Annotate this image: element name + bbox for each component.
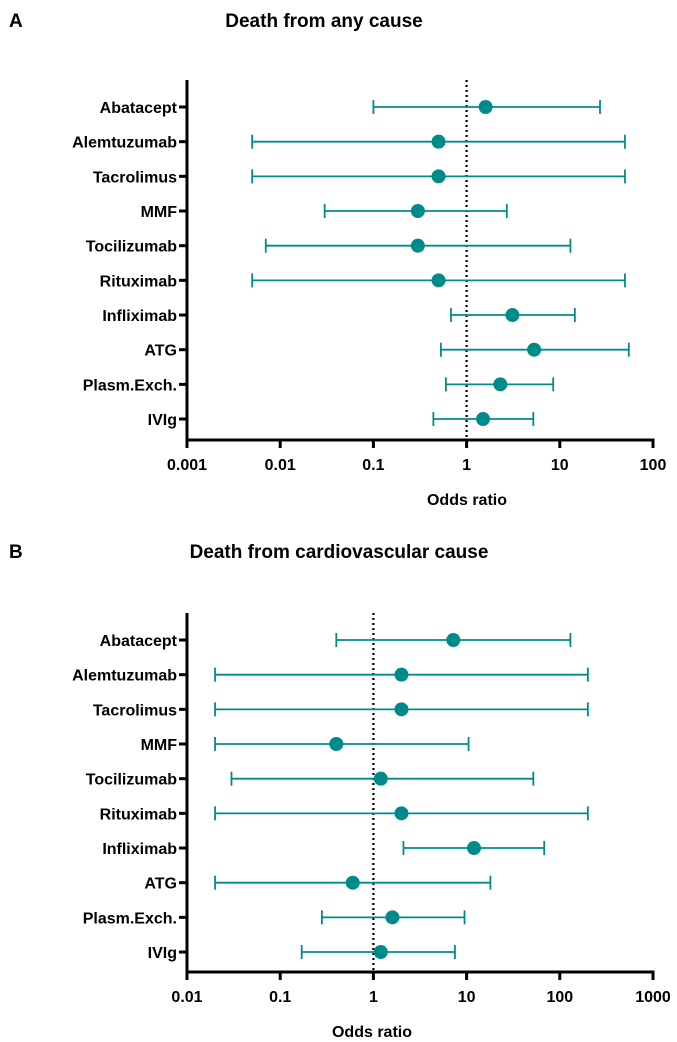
- panel-a-point-estimate: [493, 377, 508, 392]
- panel-b-title: Death from cardiovascular cause: [190, 542, 489, 563]
- panel-a-point-estimate: [476, 412, 491, 427]
- panel-b-point-estimate: [329, 737, 344, 752]
- panel-b-category-label: Tocilizumab: [86, 772, 177, 789]
- panel-a-point-estimate: [431, 273, 446, 288]
- panel-b: B Death from cardiovascular cause Odds r…: [9, 542, 671, 1041]
- panel-a-x-axis-label: Odds ratio: [427, 492, 507, 509]
- panel-a-point-estimate: [527, 342, 542, 357]
- panel-a-category-label: ATG: [144, 343, 177, 360]
- panel-a-category-label: Abatacept: [100, 100, 178, 117]
- panel-a-category-label: Plasm.Exch.: [83, 377, 177, 394]
- panel-b-category-label: ATG: [144, 876, 177, 893]
- panel-a-point-estimate: [505, 308, 520, 323]
- panel-b-x-tick-label: 1: [369, 989, 378, 1006]
- panel-b-x-tick-label: 1000: [635, 989, 671, 1006]
- panel-a-category-label: Alemtuzumab: [72, 135, 177, 152]
- panel-a-x-tick-label: 0.1: [362, 457, 384, 474]
- panel-b-category-label: IVIg: [148, 945, 177, 962]
- panel-a-category-label: Tocilizumab: [86, 239, 177, 256]
- panel-a-x-tick-label: 1: [462, 457, 471, 474]
- panel-a-point-estimate: [410, 238, 425, 253]
- panel-b-x-tick-label: 0.1: [269, 989, 291, 1006]
- panel-b-point-estimate: [373, 945, 388, 960]
- panel-a-category-label: Tacrolimus: [93, 169, 177, 186]
- panel-a-category-label: MMF: [141, 204, 178, 221]
- panel-b-category-label: Alemtuzumab: [72, 668, 177, 685]
- panel-a-x-tick-label: 0.01: [265, 457, 296, 474]
- panel-a-title: Death from any cause: [225, 11, 422, 32]
- panel-b-category-label: MMF: [141, 737, 178, 754]
- panel-a-category-label: IVIg: [148, 412, 177, 429]
- panel-b-point-estimate: [394, 702, 409, 717]
- panel-b-point-estimate: [466, 841, 481, 856]
- panel-b-category-label: Tacrolimus: [93, 702, 177, 719]
- panel-b-x-axis-label: Odds ratio: [332, 1024, 412, 1041]
- panel-b-category-label: Plasm.Exch.: [83, 910, 177, 927]
- panel-b-x-tick-label: 0.01: [171, 989, 202, 1006]
- panel-a-x-tick-label: 0.001: [167, 457, 207, 474]
- panel-a-point-estimate: [410, 204, 425, 219]
- panel-a-x-tick-label: 10: [551, 457, 569, 474]
- panel-b-category-label: Infliximab: [102, 841, 177, 858]
- panel-a-point-estimate: [478, 100, 493, 114]
- panel-b-point-estimate: [394, 806, 409, 821]
- panel-b-category-label: Abatacept: [100, 633, 178, 650]
- panel-letter-a: A: [9, 11, 23, 32]
- panel-a-category-label: Infliximab: [102, 308, 177, 325]
- panel-b-point-estimate: [394, 667, 409, 682]
- panel-a-x-tick-label: 100: [640, 457, 667, 474]
- panel-b-point-estimate: [373, 771, 388, 786]
- panel-b-x-tick-label: 100: [546, 989, 573, 1006]
- panel-a-category-label: Rituximab: [100, 273, 178, 290]
- panel-b-point-estimate: [385, 910, 400, 925]
- panel-b-point-estimate: [446, 633, 461, 647]
- panel-letter-b: B: [9, 542, 23, 563]
- panel-a-point-estimate: [431, 134, 446, 149]
- panel-a-point-estimate: [431, 169, 446, 184]
- panel-b-point-estimate: [345, 875, 360, 890]
- panel-b-category-label: Rituximab: [100, 806, 178, 823]
- panel-b-x-tick-label: 10: [458, 989, 476, 1006]
- panel-a: A Death from any cause Odds ratio 0.001 0…: [9, 11, 666, 509]
